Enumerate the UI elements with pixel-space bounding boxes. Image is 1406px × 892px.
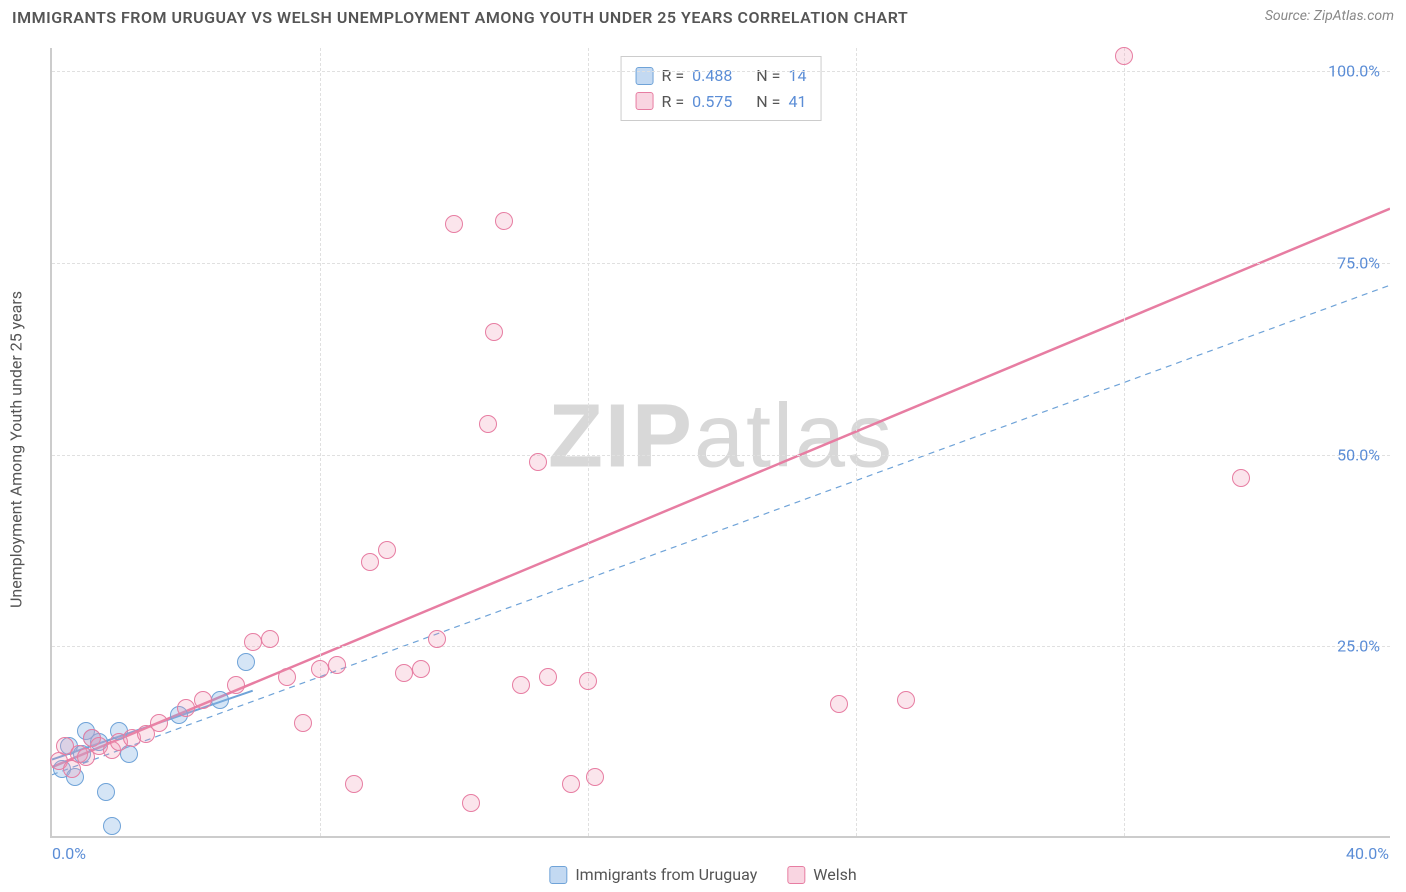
- data-point: [103, 817, 121, 835]
- legend-r-label: R =: [662, 63, 685, 89]
- data-point: [579, 672, 597, 690]
- data-point: [479, 415, 497, 433]
- data-point: [227, 676, 245, 694]
- y-tick-label: 25.0%: [1337, 637, 1380, 656]
- data-point: [345, 775, 363, 793]
- data-point: [428, 630, 446, 648]
- data-point: [512, 676, 530, 694]
- legend-n-value: 14: [788, 63, 806, 89]
- y-tick-label: 75.0%: [1337, 253, 1380, 272]
- series-legend: Immigrants from Uruguay Welsh: [549, 865, 856, 884]
- legend-swatch-blue: [549, 866, 567, 884]
- legend-swatch-blue: [636, 67, 654, 85]
- data-point: [1115, 47, 1133, 65]
- legend-label: Welsh: [813, 865, 856, 884]
- data-point: [177, 699, 195, 717]
- data-point: [412, 660, 430, 678]
- legend-row-pink: R = 0.575 N = 41: [636, 89, 807, 115]
- data-point: [485, 323, 503, 341]
- gridline-h: [52, 263, 1390, 264]
- data-point: [211, 691, 229, 709]
- legend-r-value: 0.575: [692, 89, 732, 115]
- data-point: [495, 212, 513, 230]
- trend-line: [52, 285, 1390, 775]
- data-point: [261, 630, 279, 648]
- data-point: [897, 691, 915, 709]
- data-point: [361, 553, 379, 571]
- legend-n-value: 41: [788, 89, 806, 115]
- watermark: ZIPatlas: [548, 385, 894, 488]
- data-point: [278, 668, 296, 686]
- legend-n-label: N =: [756, 63, 780, 89]
- data-point: [311, 660, 329, 678]
- data-point: [244, 633, 262, 651]
- data-point: [830, 695, 848, 713]
- data-point: [1232, 469, 1250, 487]
- gridline-v: [856, 48, 857, 836]
- legend-n-label: N =: [756, 89, 780, 115]
- data-point: [539, 668, 557, 686]
- data-point: [150, 714, 168, 732]
- gridline-h: [52, 71, 1390, 72]
- data-point: [586, 768, 604, 786]
- correlation-legend: R = 0.488 N = 14 R = 0.575 N = 41: [621, 56, 822, 121]
- data-point: [529, 453, 547, 471]
- data-point: [462, 794, 480, 812]
- data-point: [445, 215, 463, 233]
- trend-line: [52, 209, 1390, 767]
- x-tick-label: 0.0%: [52, 844, 86, 863]
- legend-label: Immigrants from Uruguay: [575, 865, 757, 884]
- y-axis-title: Unemployment Among Youth under 25 years: [7, 291, 26, 608]
- data-point: [328, 656, 346, 674]
- trend-lines-svg: [52, 48, 1390, 836]
- legend-swatch-pink: [636, 92, 654, 110]
- chart-source: Source: ZipAtlas.com: [1265, 8, 1394, 24]
- data-point: [395, 664, 413, 682]
- gridline-v: [1124, 48, 1125, 836]
- data-point: [97, 783, 115, 801]
- legend-r-label: R =: [662, 89, 685, 115]
- gridline-h: [52, 455, 1390, 456]
- legend-row-blue: R = 0.488 N = 14: [636, 63, 807, 89]
- legend-r-value: 0.488: [692, 63, 732, 89]
- legend-item-pink: Welsh: [787, 865, 856, 884]
- data-point: [194, 691, 212, 709]
- chart-header: IMMIGRANTS FROM URUGUAY VS WELSH UNEMPLO…: [0, 0, 1406, 31]
- watermark-light: atlas: [694, 386, 894, 486]
- legend-swatch-pink: [787, 866, 805, 884]
- data-point: [237, 653, 255, 671]
- x-tick-label: 40.0%: [1346, 844, 1389, 863]
- scatter-chart: ZIPatlas R = 0.488 N = 14 R = 0.575 N = …: [50, 48, 1390, 838]
- gridline-v: [588, 48, 589, 836]
- chart-title: IMMIGRANTS FROM URUGUAY VS WELSH UNEMPLO…: [12, 8, 908, 27]
- watermark-bold: ZIP: [548, 386, 694, 486]
- y-tick-label: 100.0%: [1328, 62, 1380, 81]
- data-point: [294, 714, 312, 732]
- gridline-v: [320, 48, 321, 836]
- data-point: [562, 775, 580, 793]
- data-point: [378, 541, 396, 559]
- y-tick-label: 50.0%: [1337, 445, 1380, 464]
- legend-item-blue: Immigrants from Uruguay: [549, 865, 757, 884]
